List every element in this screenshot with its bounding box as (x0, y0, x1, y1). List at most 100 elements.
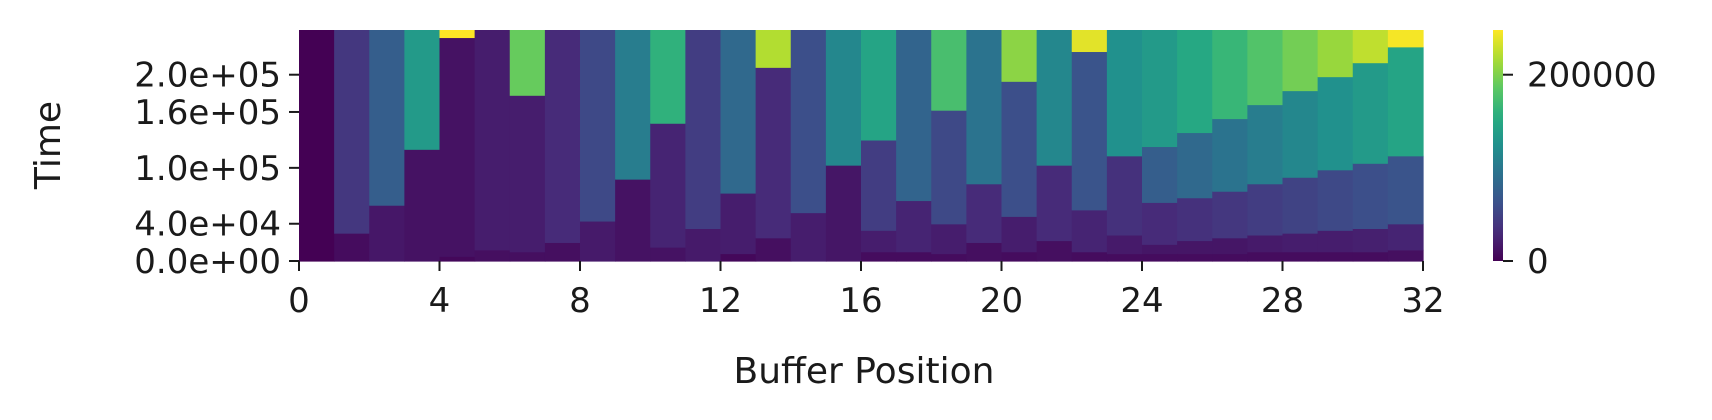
heatmap-cell (474, 249, 511, 262)
heatmap-cell (1212, 191, 1248, 239)
heatmap-cell (1247, 104, 1284, 185)
x-tick-label: 20 (980, 281, 1023, 321)
heatmap-cell (1177, 197, 1213, 242)
heatmap-cell (369, 205, 405, 262)
heatmap-cell (685, 30, 722, 229)
heatmap-cell (896, 200, 932, 253)
y-tick-label: 1.0e+05 (134, 149, 281, 189)
heatmap-cell (861, 230, 897, 253)
heatmap-cell (1317, 76, 1354, 171)
x-tick-label: 28 (1261, 281, 1304, 321)
colorbar-gradient (1493, 30, 1503, 261)
heatmap-cell (1001, 30, 1038, 82)
heatmap-cell (1247, 234, 1284, 253)
heatmap-cell (404, 149, 441, 262)
heatmap-cell (1036, 30, 1073, 166)
heatmap-cell (439, 30, 476, 39)
heatmap-cell (1036, 240, 1073, 262)
heatmap-cell (1001, 216, 1038, 253)
heatmap-cell (1212, 253, 1248, 262)
heatmap-cell (931, 30, 967, 111)
heatmap-cell (1387, 155, 1424, 225)
y-tick-label: 4.0e+04 (134, 205, 281, 245)
heatmap-cell (931, 110, 967, 225)
heatmap-cell (896, 251, 932, 262)
heatmap-cell (720, 253, 757, 262)
heatmap-cell (509, 30, 546, 96)
heatmap-cell (720, 193, 757, 255)
heatmap-cell (404, 30, 441, 150)
heatmap-cell (509, 251, 546, 262)
heatmap-cell (509, 95, 546, 253)
heatmap-cell (1212, 30, 1248, 120)
heatmap-cell (580, 220, 616, 262)
heatmap-cell (615, 30, 651, 180)
heatmap-cell (755, 237, 792, 262)
heatmap-cell (439, 37, 476, 257)
heatmap-cell (1106, 234, 1143, 255)
heatmap-cell (1071, 251, 1108, 262)
heatmap-cell (650, 30, 686, 124)
heatmap-cell (1282, 30, 1319, 92)
heatmap-cell (1317, 30, 1354, 78)
heatmap-cell (1282, 90, 1319, 178)
y-tick-label: 1.6e+05 (134, 93, 281, 133)
x-tick-label: 24 (1120, 281, 1163, 321)
x-tick-label: 12 (699, 281, 742, 321)
heatmap-cell (1142, 30, 1178, 148)
x-tick-label: 16 (839, 281, 882, 321)
heatmap-cell (1142, 146, 1178, 203)
heatmap-cell (1177, 253, 1213, 262)
x-tick-label: 0 (288, 281, 310, 321)
heatmap-cell (825, 30, 862, 166)
heatmap-cell (1352, 228, 1389, 253)
heatmap-cell (1106, 30, 1143, 157)
heatmap-cell (1247, 30, 1284, 106)
heatmap-cell (1071, 30, 1108, 53)
heatmap-cell (1387, 249, 1424, 262)
colorbar-tick-label: 0 (1527, 242, 1549, 282)
heatmap-cell (1352, 251, 1389, 262)
heatmap-cell (720, 30, 757, 194)
heatmap-cell (299, 30, 335, 262)
heatmap-cell (1317, 169, 1354, 231)
heatmap-cell (1282, 251, 1319, 262)
heatmap-cell (966, 30, 1003, 185)
heatmap-cell (1001, 81, 1038, 217)
heatmap-cell (544, 30, 581, 243)
heatmap-cell (896, 30, 932, 202)
heatmap-cell (1036, 165, 1073, 242)
heatmap-cell (861, 139, 897, 231)
heatmap-cell (1352, 163, 1389, 229)
heatmap-cell (861, 30, 897, 141)
heatmap-cell (1106, 253, 1143, 262)
heatmap-cell (1352, 30, 1389, 64)
heatmap-cell (755, 30, 792, 68)
heatmap-cell (369, 30, 405, 206)
x-tick-label: 4 (429, 281, 451, 321)
y-tick-label: 2.0e+05 (134, 56, 281, 96)
heatmap-cell (1317, 251, 1354, 262)
heatmap-cell (1001, 251, 1038, 262)
heatmap-cell (580, 30, 616, 222)
heatmap-cell (1177, 30, 1213, 134)
y-tick-label: 0.0e+00 (134, 242, 281, 282)
heatmap-cell (1071, 209, 1108, 253)
heatmap-cells (299, 30, 1424, 262)
heatmap-cell (1142, 253, 1178, 262)
heatmap-cell (1317, 230, 1354, 253)
heatmap-cell (1212, 237, 1248, 255)
heatmap-cell (966, 242, 1003, 262)
colorbar: 0 200000 (1493, 30, 1657, 282)
heatmap-cell (334, 30, 370, 234)
heatmap-cell (790, 212, 827, 262)
heatmap-cell (1352, 62, 1389, 164)
y-axis-label: Time (28, 101, 69, 190)
heatmap-cell (931, 223, 967, 255)
colorbar-tick-label: 200000 (1527, 56, 1657, 96)
x-axis: 0 4 8 12 16 20 24 28 32 (288, 261, 1445, 321)
heatmap-cell (755, 67, 792, 239)
heatmap-cell (544, 242, 581, 262)
heatmap-cell (1071, 51, 1108, 211)
